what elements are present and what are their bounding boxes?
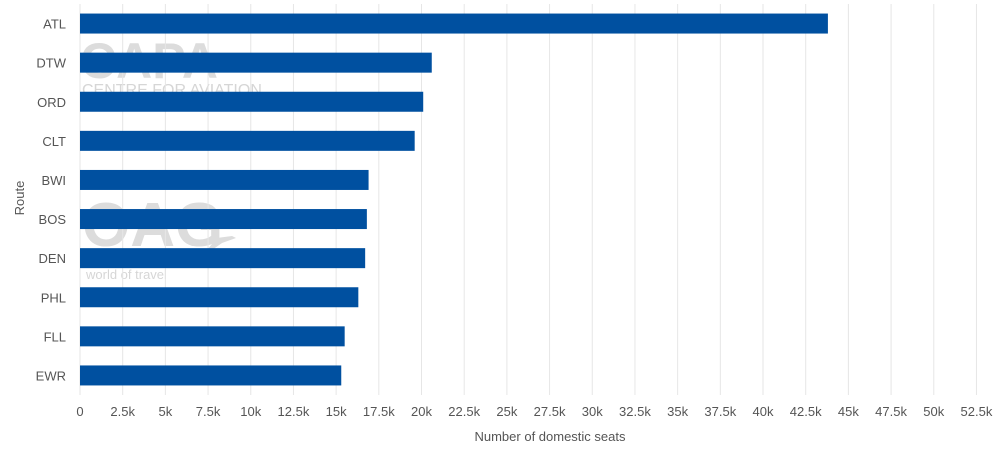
x-tick-label: 42.5k <box>790 404 822 419</box>
x-tick-label: 0 <box>76 404 83 419</box>
y-tick-label: ATL <box>43 17 66 32</box>
y-tick-label: ORD <box>37 95 66 110</box>
bar-clt[interactable] <box>80 130 415 151</box>
x-tick-label: 7.5k <box>196 404 221 419</box>
y-tick-label: DEN <box>39 251 66 266</box>
x-tick-label: 40k <box>753 404 774 419</box>
x-tick-label: 5k <box>159 404 173 419</box>
bar-den[interactable] <box>80 248 366 269</box>
x-tick-label: 15k <box>326 404 347 419</box>
bar-dtw[interactable] <box>80 52 432 73</box>
x-tick-label: 25k <box>496 404 517 419</box>
x-tick-label: 30k <box>582 404 603 419</box>
plane-icon <box>186 236 236 250</box>
bar-bwi[interactable] <box>80 169 369 190</box>
x-tick-label: 12.5k <box>278 404 310 419</box>
bar-ewr[interactable] <box>80 365 342 386</box>
y-tick-label: PHL <box>41 290 66 305</box>
x-tick-label: 22.5k <box>448 404 480 419</box>
x-tick-label: 2.5k <box>110 404 135 419</box>
bar-bos[interactable] <box>80 209 367 230</box>
bar-ord[interactable] <box>80 91 424 112</box>
oag-watermark-tagline: world of travel <box>85 267 167 282</box>
y-tick-label: FLL <box>44 329 66 344</box>
bar-phl[interactable] <box>80 287 359 308</box>
x-tick-label: 50k <box>923 404 944 419</box>
x-tick-label: 52.5k <box>961 404 993 419</box>
x-tick-label: 32.5k <box>619 404 651 419</box>
x-tick-label: 17.5k <box>363 404 395 419</box>
x-tick-label: 20k <box>411 404 432 419</box>
y-tick-label: CLT <box>42 134 66 149</box>
y-tick-label: BOS <box>39 212 67 227</box>
y-tick-label: DTW <box>36 56 66 71</box>
x-tick-label: 47.5k <box>875 404 907 419</box>
y-tick-label: BWI <box>41 173 66 188</box>
y-axis-labels: ATL DTW ORD CLT BWI BOS DEN PHL FLL EWR <box>36 17 67 384</box>
x-tick-label: 35k <box>667 404 688 419</box>
y-axis-title: Route <box>12 181 27 216</box>
x-axis-title: Number of domestic seats <box>474 429 626 444</box>
bars <box>80 13 828 386</box>
x-tick-label: 45k <box>838 404 859 419</box>
bar-atl[interactable] <box>80 13 828 34</box>
x-tick-label: 10k <box>240 404 261 419</box>
x-tick-label: 27.5k <box>534 404 566 419</box>
y-tick-label: EWR <box>36 368 66 383</box>
x-axis-labels: 0 2.5k 5k 7.5k 10k 12.5k 15k 17.5k 20k 22.5k 25k 27… <box>76 404 992 419</box>
bar-fll[interactable] <box>80 326 345 347</box>
x-tick-label: 37.5k <box>704 404 736 419</box>
